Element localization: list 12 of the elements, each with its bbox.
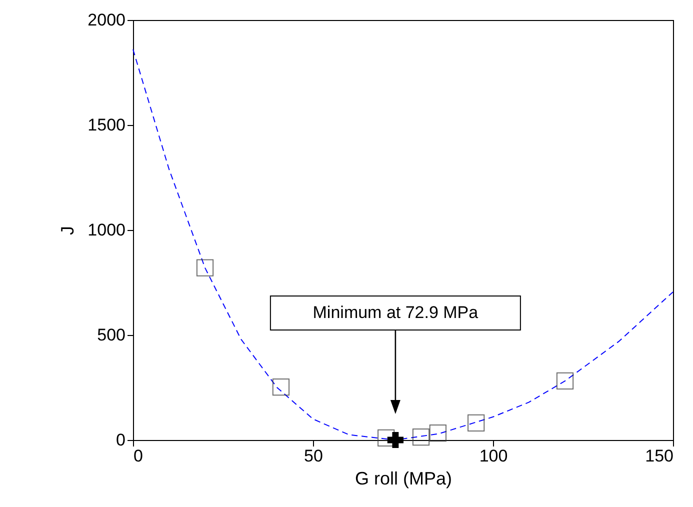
y-tick-label: 1500 [88,116,126,134]
y-tick-label: 500 [97,326,126,344]
x-tick-label: 0 [134,446,143,466]
x-axis-title: G roll (MPa) [354,468,452,488]
y-tick-label: 2000 [88,10,126,30]
y-tick-label: 0 [116,430,126,450]
x-tick-label: 50 [304,446,323,466]
x-tick-label: 150 [645,446,674,466]
y-axis-title: J [58,226,78,235]
annotation: Minimum at 72.9 MPa [312,303,479,322]
y-tick-label: 1000 [88,220,126,240]
x-tick-label: 100 [479,446,508,466]
